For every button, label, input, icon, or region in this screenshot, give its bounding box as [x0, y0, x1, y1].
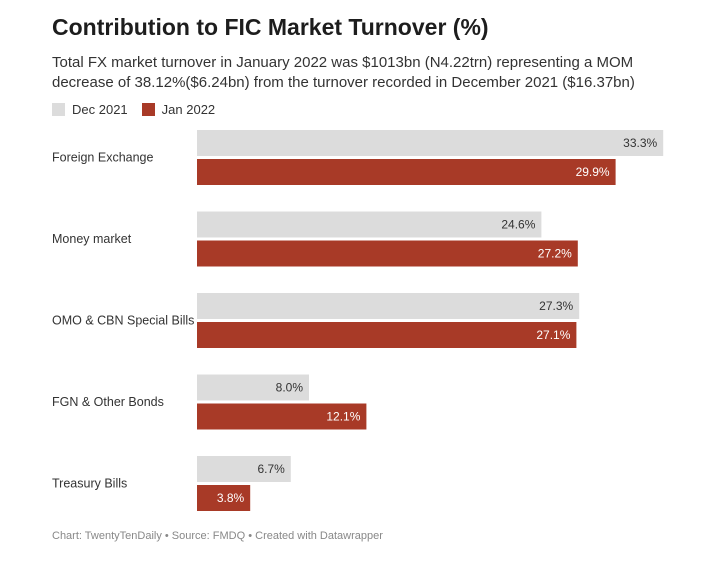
legend-swatch-dec [52, 102, 65, 116]
bar-chart: Foreign Exchange 33.3% 29.9% Money market 24… [52, 130, 664, 511]
bar-dec-2021 [197, 374, 309, 401]
bar-value-label: 12.1% [326, 410, 360, 424]
chart-footer: Chart: TwentyTenDaily • Source: FMDQ • C… [52, 530, 383, 542]
bar-dec-2021 [197, 211, 542, 238]
bar-value-label: 27.3% [539, 299, 573, 313]
legend-label-jan: Jan 2022 [161, 101, 216, 117]
bar-value-label: 29.9% [576, 165, 610, 179]
bar-jan-2022 [197, 403, 367, 430]
bar-value-label: 27.2% [538, 247, 572, 261]
chart-title: Contribution to FIC Market Turnover (%) [52, 14, 489, 40]
bar-dec-2021 [197, 130, 664, 156]
bar-value-label: 8.0% [276, 381, 304, 395]
category-label: FGN & Other Bonds [52, 395, 164, 409]
bar-value-label: 6.7% [257, 462, 285, 476]
legend: Dec 2021 Jan 2022 [52, 99, 229, 119]
legend-item-dec: Dec 2021 [52, 102, 128, 117]
bar-jan-2022 [197, 240, 578, 267]
bar-dec-2021 [197, 456, 291, 482]
bar-value-label: 3.8% [217, 491, 245, 505]
bar-value-label: 27.1% [536, 328, 570, 342]
bar-jan-2022 [197, 322, 577, 348]
bar-jan-2022 [197, 485, 251, 511]
bar-dec-2021 [197, 293, 580, 319]
category-label: OMO & CBN Special Bills [52, 313, 194, 327]
legend-label-dec: Dec 2021 [72, 101, 128, 117]
category-label: Foreign Exchange [52, 150, 154, 164]
bar-value-label: 33.3% [623, 136, 657, 150]
legend-swatch-jan [141, 102, 155, 116]
chart-subtitle: Total FX market turnover in January 2022… [52, 54, 635, 91]
category-label: Treasury Bills [52, 476, 127, 490]
legend-item-jan: Jan 2022 [141, 101, 216, 117]
bar-jan-2022 [197, 159, 616, 185]
bar-value-label: 24.6% [501, 218, 535, 232]
category-label: Money market [52, 232, 132, 246]
